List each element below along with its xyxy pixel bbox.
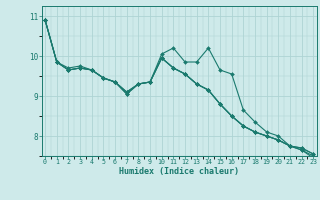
X-axis label: Humidex (Indice chaleur): Humidex (Indice chaleur) [119,167,239,176]
